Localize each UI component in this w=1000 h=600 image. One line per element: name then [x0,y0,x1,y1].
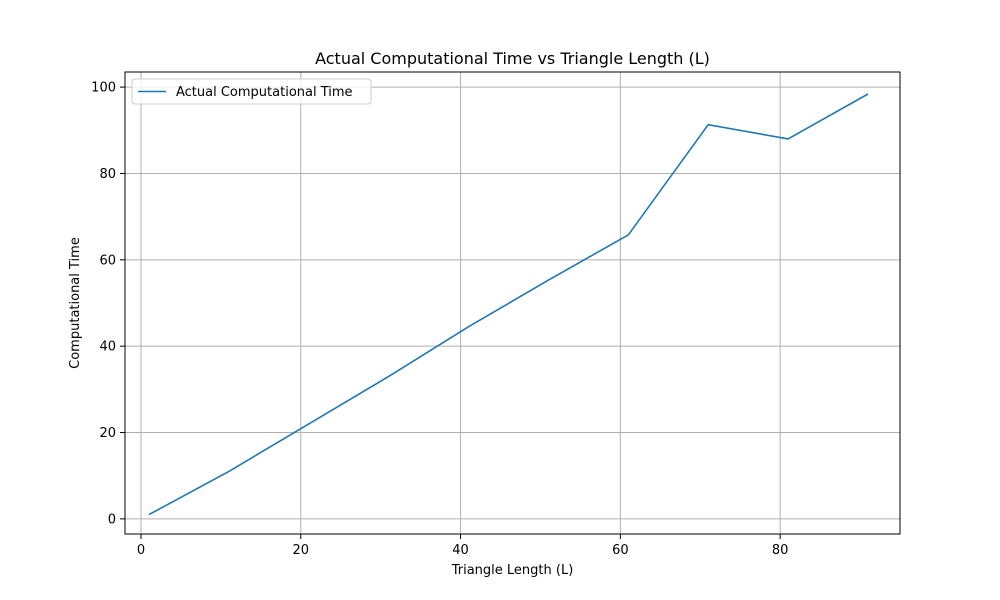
x-tick-label: 0 [137,543,145,558]
x-tick-label: 60 [612,543,629,558]
y-tick-label: 80 [99,167,116,182]
chart-title: Actual Computational Time vs Triangle Le… [315,49,710,68]
y-tick-label: 60 [99,253,116,268]
plot-frame [124,71,901,535]
y-axis-title: Computational Time [68,237,83,369]
legend: Actual Computational Time [131,78,372,105]
y-tick-label: 20 [99,426,116,441]
y-tick-label: 0 [108,512,116,527]
series-line [148,93,869,516]
y-tick-label: 40 [99,340,116,355]
x-tick-label: 20 [292,543,309,558]
legend-box [131,78,372,105]
x-axis-title: Triangle Length (L) [451,563,574,578]
y-tick-label: 100 [91,81,116,96]
ticks: 0 20 40 60 80 0 20 40 60 80 100 [91,81,788,558]
grid [125,72,900,534]
legend-label: Actual Computational Time [176,85,353,100]
x-tick-label: 40 [452,543,469,558]
series-layer [148,93,869,516]
x-tick-label: 80 [772,543,789,558]
